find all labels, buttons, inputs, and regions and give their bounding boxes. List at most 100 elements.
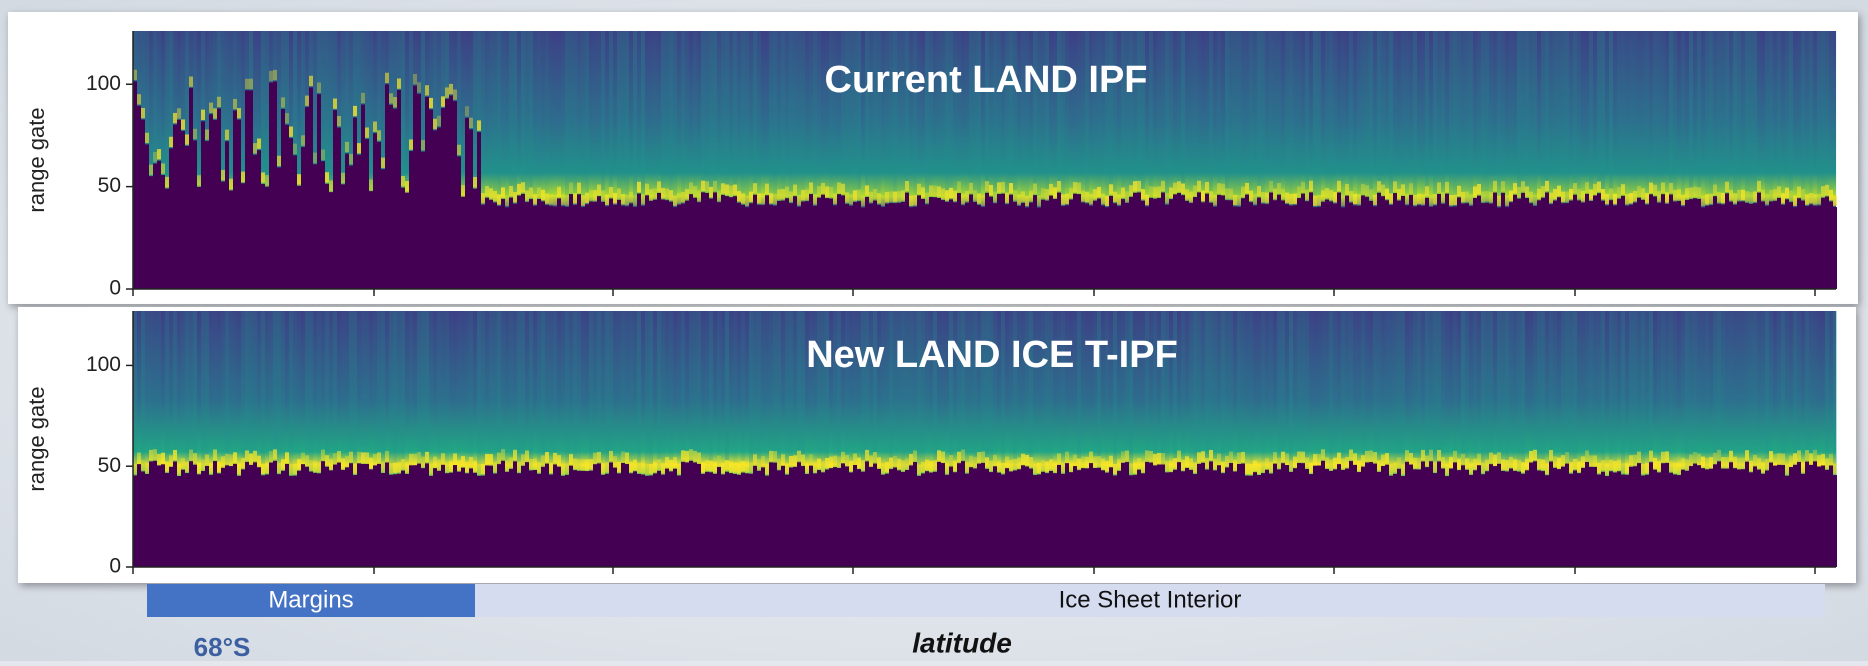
echo-surface	[1265, 192, 1269, 203]
y-tick-label: 50	[98, 454, 121, 477]
echo-surface	[929, 460, 933, 472]
echo-floor	[1449, 468, 1453, 567]
echo-stripe	[1817, 311, 1821, 468]
echo-surface	[361, 92, 365, 104]
echo-floor	[1125, 462, 1129, 567]
echo-surface	[1769, 451, 1773, 462]
echo-stripe	[1813, 31, 1817, 208]
echo-surface	[937, 450, 941, 461]
echo-floor	[1221, 195, 1225, 289]
echo-surface	[689, 449, 693, 460]
echo-floor	[985, 192, 989, 289]
echo-stripe	[873, 311, 877, 465]
echo-floor	[1757, 469, 1761, 567]
echo-stripe	[1345, 311, 1349, 470]
echo-floor	[1069, 199, 1073, 289]
echo-floor	[1829, 201, 1833, 289]
echo-surface	[1077, 458, 1081, 469]
echo-stripe	[1577, 311, 1581, 475]
echo-surface	[1665, 192, 1669, 203]
echo-surface	[1793, 195, 1797, 206]
echo-surface	[209, 102, 213, 113]
echo-stripe	[1641, 31, 1645, 202]
echo-surface	[1005, 456, 1009, 467]
echo-surface	[1493, 180, 1497, 192]
echo-stripe	[1741, 311, 1745, 471]
echo-stripe	[1041, 31, 1045, 201]
echo-floor	[1285, 465, 1289, 567]
echo-floor	[1745, 202, 1749, 289]
echo-floor	[353, 117, 357, 289]
echo-surface	[941, 188, 945, 199]
echo-surface	[405, 181, 409, 192]
echo-surface	[909, 195, 913, 207]
echo-stripe	[1317, 311, 1321, 467]
echo-stripe	[937, 31, 941, 200]
echo-floor	[493, 202, 497, 289]
echo-floor	[1229, 463, 1233, 567]
echo-surface	[1041, 188, 1045, 199]
echo-stripe	[1261, 31, 1265, 205]
echo-surface	[1637, 451, 1641, 462]
echo-floor	[645, 195, 649, 289]
echo-surface	[1565, 452, 1569, 463]
echo-surface	[1529, 450, 1533, 462]
echo-stripe	[621, 31, 625, 207]
echo-stripe	[757, 31, 761, 207]
echo-surface	[693, 186, 697, 197]
echo-stripe	[1709, 311, 1713, 470]
echo-stripe	[605, 311, 609, 476]
echo-surface	[593, 452, 597, 463]
echo-stripe	[1809, 311, 1813, 467]
echo-floor	[1329, 470, 1333, 567]
echo-floor	[1665, 462, 1669, 567]
echo-surface	[1833, 463, 1837, 474]
echo-stripe	[1549, 311, 1553, 463]
echo-stripe	[1221, 311, 1225, 475]
echo-floor	[1273, 463, 1277, 567]
echo-floor	[689, 460, 693, 567]
echo-floor	[1001, 474, 1005, 567]
echo-floor	[1697, 465, 1701, 567]
echo-stripe	[1009, 31, 1013, 196]
echo-surface	[1517, 186, 1521, 198]
echo-floor	[1513, 194, 1517, 289]
echo-floor	[1809, 204, 1813, 289]
echo-surface	[1065, 193, 1069, 204]
echo-stripe	[1441, 311, 1445, 470]
echo-floor	[1437, 461, 1441, 567]
echo-stripe	[229, 31, 233, 192]
echo-stripe	[1145, 311, 1149, 464]
echo-stripe	[1513, 311, 1517, 473]
echo-surface	[1217, 453, 1221, 464]
echo-floor	[357, 463, 361, 567]
echo-surface	[1389, 464, 1393, 475]
echo-floor	[1637, 197, 1641, 289]
echo-floor	[1157, 197, 1161, 289]
echo-surface	[813, 461, 817, 473]
echo-stripe	[877, 311, 881, 471]
echo-surface	[1781, 193, 1785, 204]
echo-stripe	[1189, 311, 1193, 472]
echo-floor	[945, 474, 949, 567]
echo-stripe	[657, 31, 661, 194]
echo-surface	[673, 195, 677, 206]
echo-floor	[473, 188, 477, 289]
echo-surface	[437, 459, 441, 470]
echo-floor	[173, 124, 177, 289]
echo-stripe	[621, 311, 625, 465]
echo-surface	[1261, 461, 1265, 472]
echo-floor	[1465, 469, 1469, 567]
echo-floor	[245, 462, 249, 567]
echo-floor	[1045, 473, 1049, 567]
echo-stripe	[1193, 31, 1197, 199]
echo-surface	[1509, 190, 1513, 201]
echo-floor	[1029, 468, 1033, 567]
echo-stripe	[1801, 311, 1805, 476]
echo-floor	[569, 194, 573, 289]
echo-surface	[433, 118, 437, 130]
echo-surface	[1701, 456, 1705, 467]
echo-floor	[629, 203, 633, 289]
echo-surface	[825, 186, 829, 197]
echo-surface	[1617, 187, 1621, 198]
